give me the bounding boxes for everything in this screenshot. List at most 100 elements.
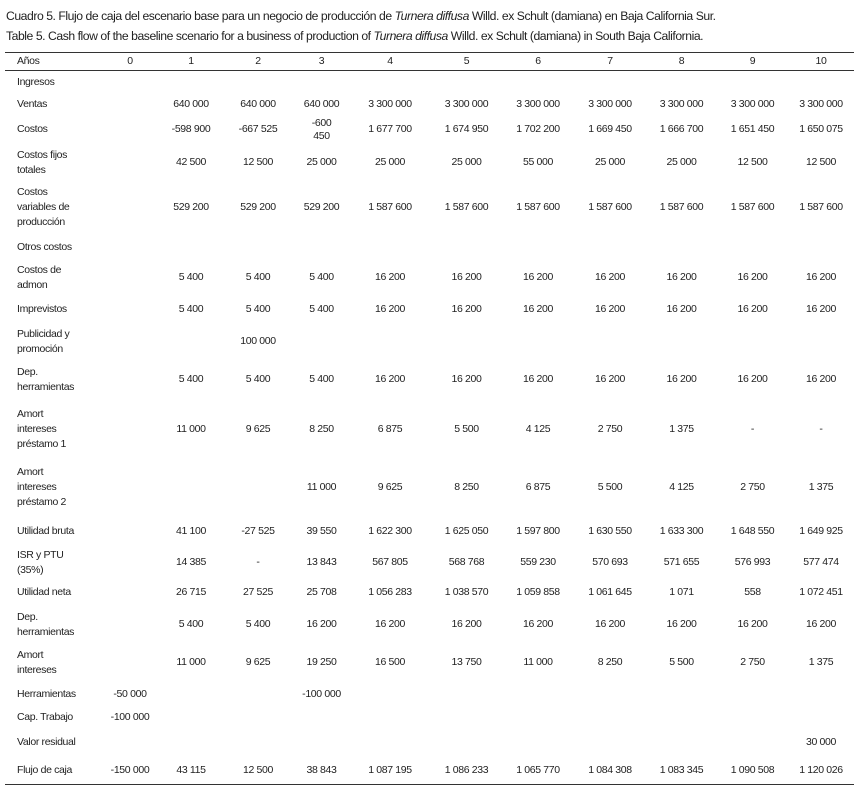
cell-value [502,707,574,729]
cell-value: 5 400 [178,618,204,630]
cell-value: 8 250 [309,423,334,435]
cell-value: 5 400 [245,373,271,385]
row-label: Costos de admon [17,263,62,291]
cell-value [788,325,854,359]
cell-value: 1 587 600 [444,201,489,213]
cell-value [100,459,160,517]
cell-value [160,459,222,517]
cell-value [100,643,160,683]
row-label: Valor residual [17,736,76,748]
cell-value: 39 550 [306,525,337,537]
cell-value [100,95,160,115]
header-year: 4 [387,55,393,67]
cell-value: - [750,423,755,435]
cell-value [100,145,160,181]
cell-value: 16 200 [805,618,836,630]
caption-text: Cuadro 5. Flujo de caja del escenario ba… [6,9,395,23]
cell-value: 55 000 [522,156,553,168]
cell-value: 12 500 [805,156,836,168]
cell-value: 16 200 [451,271,482,283]
row-label: Publicidad y promoción [17,327,70,355]
cell-value: 16 200 [666,303,697,315]
table-row: Valor residual 30 000 [5,729,854,757]
caption-text: Willd. ex Schult (damiana) in South Baja… [447,29,704,43]
cell-value [574,707,646,729]
cell-value: 13 843 [306,556,337,568]
table-row: Utilidad neta 26 715 27 525 25 708 1 056 283… [5,579,854,607]
cell-value [100,729,160,757]
row-label: Otros costos [17,241,72,253]
cell-value: 16 200 [805,303,836,315]
table-row: Costos fijos totales 42 500 12 500 25 000 25… [5,145,854,181]
cell-value: 16 200 [451,618,482,630]
table-row: Publicidad y promoción 100 000 [5,325,854,359]
cell-value: 1 651 450 [730,123,775,135]
caption-english: Table 5. Cash flow of the baseline scena… [6,26,716,46]
cell-value: 4 125 [525,423,551,435]
cell-value: 16 500 [374,656,405,668]
cell-value: 41 100 [175,525,206,537]
cell-value: 13 750 [451,656,482,668]
cell-value: 16 200 [594,303,625,315]
cell-value: 16 200 [737,303,768,315]
row-label: Herramientas [17,688,76,700]
row-label: Costos [17,123,48,135]
row-label: Dep. herramientas [17,610,75,638]
cell-value [349,325,431,359]
cell-value: 1 375 [808,481,834,493]
cell-value: 16 200 [374,373,405,385]
cell-value: 5 500 [597,481,623,493]
cell-value [717,729,788,757]
row-label: Flujo de caja [17,763,72,776]
table-row: Amort intereses préstamo 1 11 000 9 625 8 2… [5,401,854,459]
table-row: Amort intereses 11 000 9 625 19 250 16 500 13… [5,643,854,683]
cell-value: 1 072 451 [799,586,843,598]
row-label: Ingresos [17,76,55,89]
cell-value [646,325,717,359]
cell-value [100,181,160,235]
cell-value [717,71,788,95]
cell-value: 640 000 [240,98,276,110]
cell-value [574,325,646,359]
cell-value: 2 750 [740,656,765,668]
cell-value: 1 649 925 [799,525,843,537]
cell-value: 1 587 600 [588,201,632,213]
cell-value: 16 200 [737,373,768,385]
cell-value [294,707,349,729]
cell-value [100,607,160,643]
table-row: Cap. Trabajo -100 000 [5,707,854,729]
cell-value: -598 900 [171,123,211,135]
cell-value [222,683,294,707]
cell-value [717,683,788,707]
header-year: 6 [535,55,541,67]
cell-value: 570 693 [592,556,628,568]
cell-value: 1 674 950 [444,123,489,135]
cell-value [349,683,431,707]
cell-value: 5 400 [245,303,271,315]
cell-value [160,683,222,707]
cell-value: 3 300 000 [659,98,704,110]
cell-value: 2 750 [740,481,765,493]
cell-value [574,235,646,261]
cell-value [294,325,349,359]
cell-value: 4 125 [669,481,694,493]
row-label: Ventas [17,98,48,110]
cell-value: 5 400 [309,373,334,385]
cell-value: 1 633 300 [659,525,704,537]
row-label: Costos variables de producción [17,186,70,228]
cell-value: -27 525 [241,525,275,537]
table-row: Utilidad bruta 41 100 -27 525 39 550 1 622 3… [5,517,854,547]
cell-value: 5 500 [669,656,694,668]
table-row: Imprevistos 5 400 5 400 5 400 16 200 16 200 16… [5,295,854,325]
cell-value [222,235,294,261]
cell-value: 16 200 [594,618,625,630]
cell-value [574,71,646,95]
cell-value [222,71,294,95]
cell-value: 16 200 [666,271,697,283]
header-year: 10 [815,55,827,67]
cell-value [349,71,431,95]
species-name: Turnera diffusa [373,29,449,43]
cell-value: 5 400 [178,303,204,315]
cell-value: 1 375 [808,656,834,668]
cell-value: 11 000 [176,423,206,435]
